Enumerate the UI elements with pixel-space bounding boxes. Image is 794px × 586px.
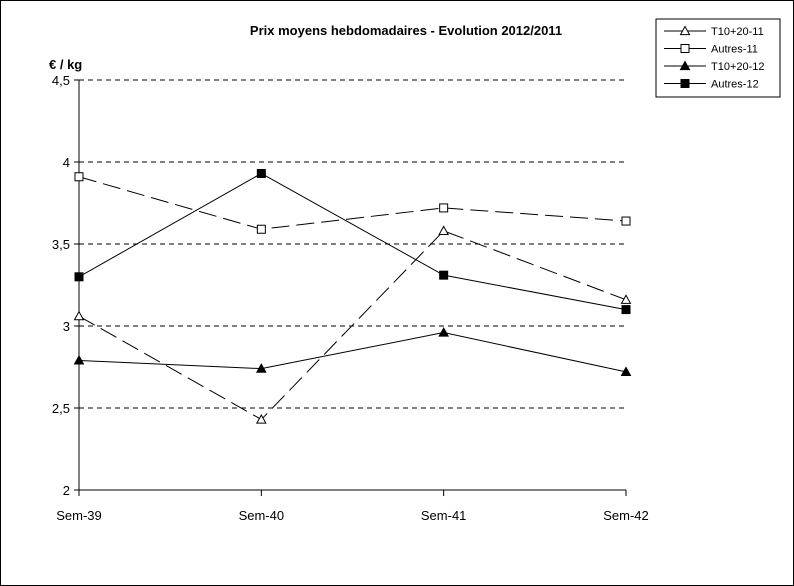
data-point (679, 25, 691, 36)
data-point (438, 225, 450, 235)
y-tick-label: 2 (63, 483, 70, 498)
x-tick-label: Sem-41 (421, 508, 467, 523)
y-tick-label: 4 (63, 155, 70, 170)
data-point (620, 366, 632, 377)
x-tick-label: Sem-40 (239, 508, 285, 523)
y-tick-label: 4,5 (52, 73, 70, 88)
chart-title: Prix moyens hebdomadaires - Evolution 20… (250, 23, 562, 38)
data-point (620, 294, 632, 304)
series-line (78, 172, 627, 311)
data-point (73, 310, 85, 321)
data-point (74, 272, 84, 282)
series-1 (74, 172, 631, 234)
ticks: 2 2,5 3 3,5 4 4,5 Sem-39 Sem-40 Sem-41 Sem-42 (52, 73, 649, 523)
legend-item: T10+20-11 (664, 25, 764, 38)
data-point (74, 172, 84, 182)
grid (79, 79, 626, 409)
series-line (78, 230, 627, 421)
data-point (680, 79, 690, 88)
data-point (679, 60, 691, 71)
y-tick-label: 3,5 (52, 237, 70, 252)
data-point (680, 44, 690, 53)
legend-item: Autres-12 (664, 79, 759, 91)
legend-item: T10+20-12 (664, 60, 765, 73)
data-point (621, 216, 631, 226)
legend-label: Autres-12 (711, 79, 759, 91)
data-point (73, 354, 85, 365)
series-2 (73, 327, 632, 377)
x-tick-label: Sem-42 (603, 508, 649, 523)
data-point (438, 327, 450, 337)
x-tick-label: Sem-39 (56, 508, 102, 523)
y-tick-label: 3 (63, 319, 70, 334)
legend-label: T10+20-12 (711, 61, 765, 73)
y-tick-label: 2,5 (52, 401, 70, 416)
data-point (256, 168, 266, 178)
series-group (73, 168, 632, 424)
data-point (621, 305, 631, 315)
series-line (78, 176, 627, 230)
legend-item: Autres-11 (664, 44, 758, 56)
y-axis-label: € / kg (49, 57, 82, 72)
series-0 (73, 225, 632, 424)
data-point (255, 413, 267, 424)
data-point (255, 363, 267, 373)
axes (74, 79, 627, 496)
legend-label: Autres-11 (711, 44, 758, 56)
legend: T10+20-11 Autres-11 T10+20-12 Autres-12 (655, 18, 781, 98)
data-point (256, 224, 266, 234)
data-point (439, 203, 449, 213)
series-3 (74, 168, 631, 315)
series-line (78, 332, 627, 373)
legend-label: T10+20-11 (711, 26, 764, 38)
data-point (439, 270, 449, 280)
